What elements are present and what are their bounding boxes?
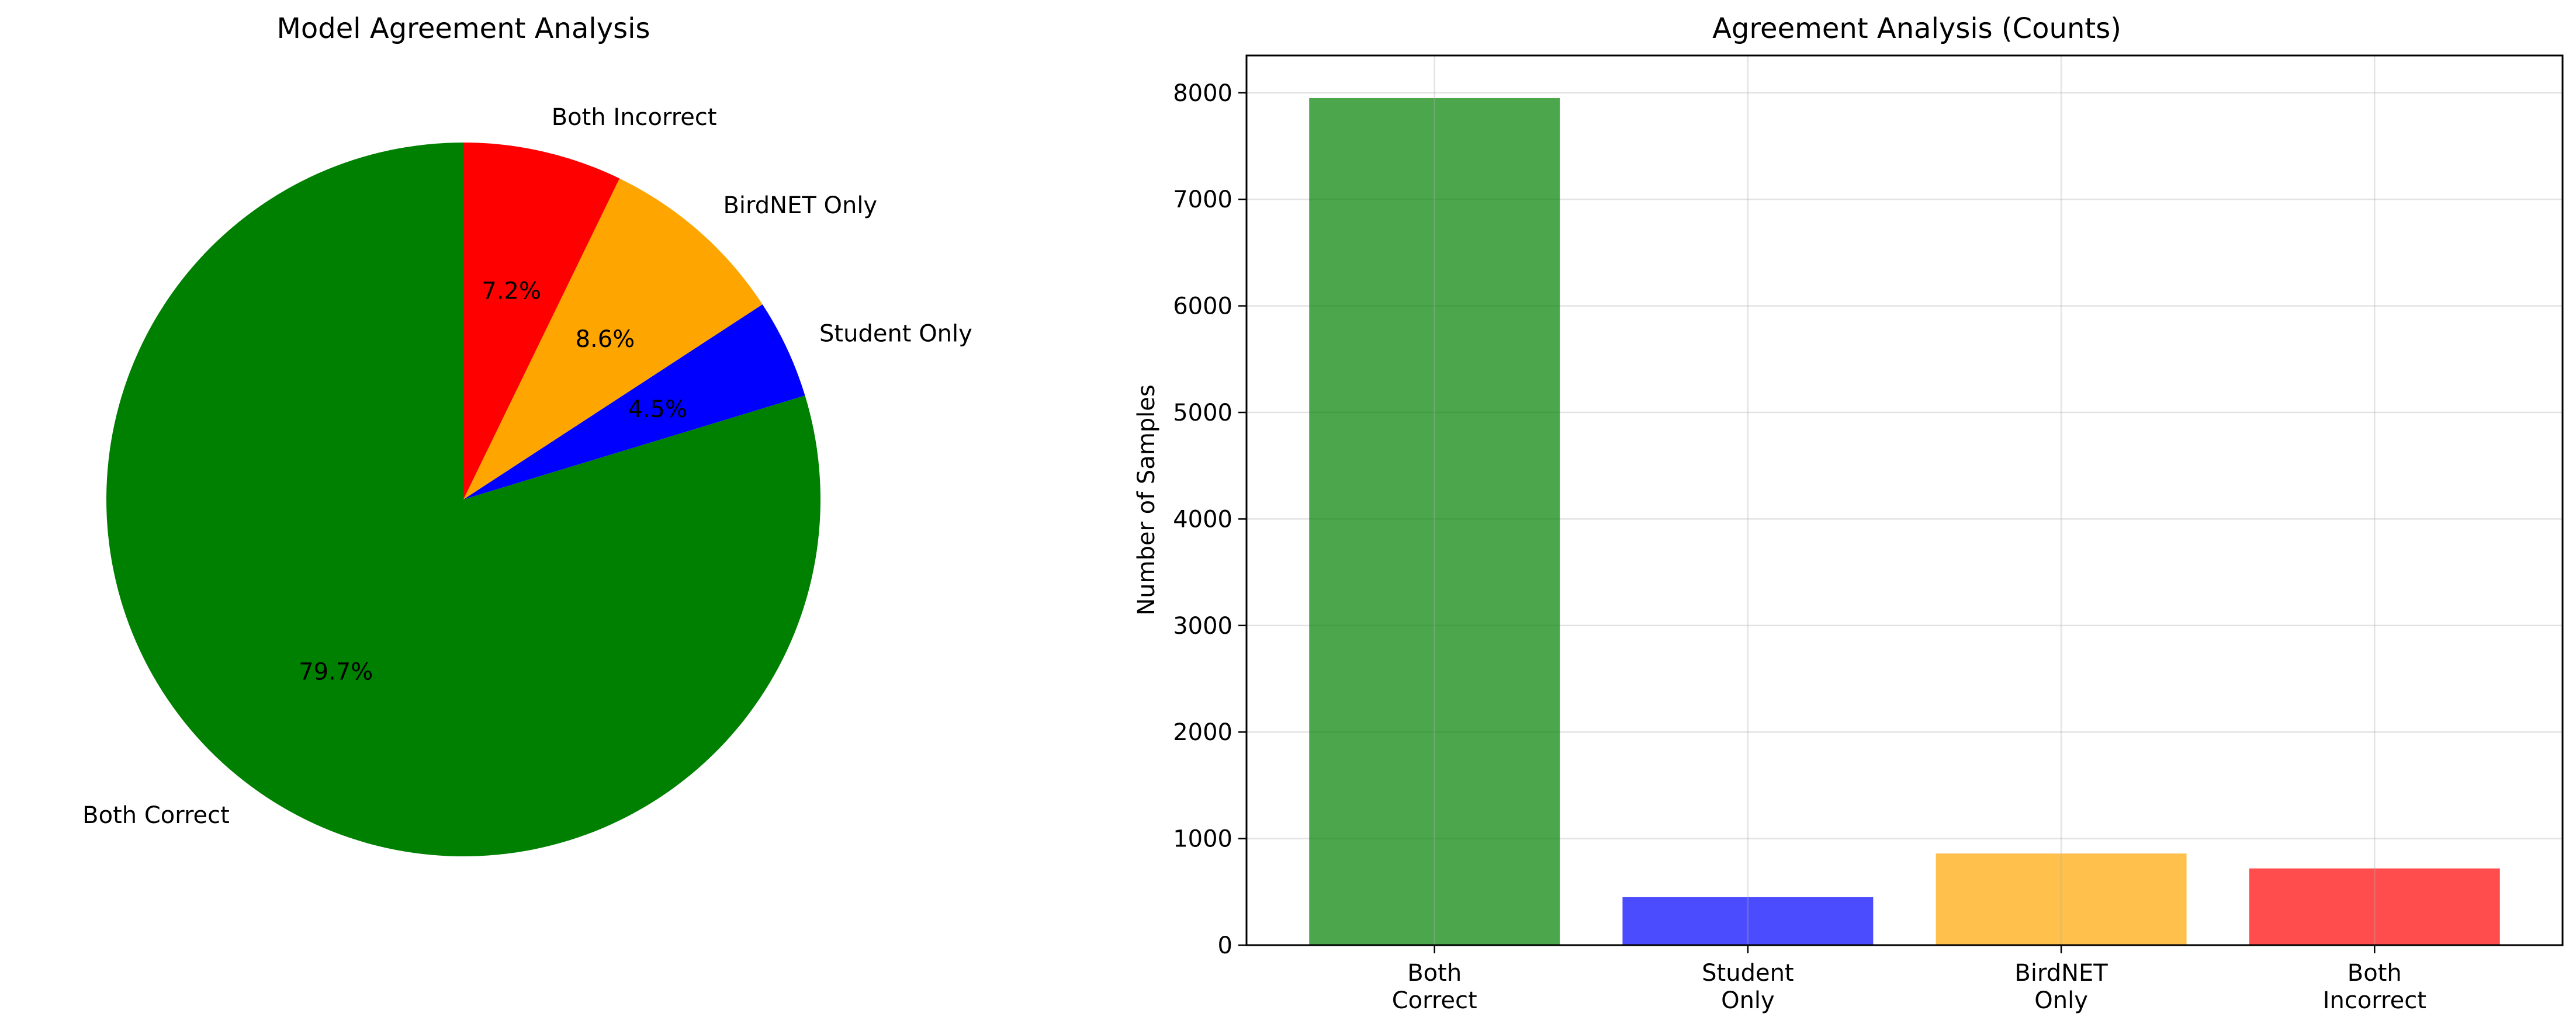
x-tick-label-both-correct: Both Correct	[1392, 960, 1477, 1014]
y-tick-label: 6000	[1173, 293, 1232, 320]
y-tick-label: 5000	[1173, 400, 1232, 426]
pie-pct-both-correct: 79.7%	[299, 659, 373, 686]
pie-chart-title: Model Agreement Analysis	[277, 12, 650, 45]
pie-pct-student-only: 4.5%	[628, 396, 687, 423]
y-tick-label: 0	[1218, 932, 1232, 959]
bar-x-grid	[1434, 55, 2376, 945]
plot-frame	[1245, 54, 2564, 946]
bar-chart: Agreement Analysis (Counts) 0 1000 2000 300…	[1133, 12, 2564, 1014]
bar-chart-title: Agreement Analysis (Counts)	[1712, 12, 2121, 45]
pie-slice-birdnet-only	[463, 178, 763, 499]
bar-birdnet-only	[1936, 853, 2187, 945]
pie-label-both-correct: Both Correct	[82, 802, 230, 829]
bar-bars	[1309, 98, 2500, 945]
pie-slice-student-only	[463, 304, 805, 499]
pie-label-student-only: Student Only	[819, 321, 972, 348]
x-tick-label-student-only: Student Only	[1702, 960, 1793, 1014]
pie-pct-birdnet-only: 8.6%	[576, 326, 635, 353]
y-tick-label: 4000	[1173, 506, 1232, 533]
y-tick-label: 3000	[1173, 613, 1232, 640]
pie-label-birdnet-only: BirdNET Only	[723, 192, 877, 219]
y-axis-ticks: 0 1000 2000 3000 4000 5000 6000 7000 8000	[1173, 80, 1247, 959]
x-tick-label-both-incorrect: Both Incorrect	[2323, 960, 2426, 1014]
pie-labels: Both Correct 79.7% Student Only 4.5% BirdNET…	[82, 104, 972, 829]
x-axis-ticks: Both Correct Student Only BirdNET Only Both Inc…	[1392, 945, 2426, 1014]
y-tick-label: 1000	[1173, 826, 1232, 853]
bar-both-incorrect	[2249, 868, 2500, 945]
pie-slices	[106, 143, 820, 856]
pie-slice-both-incorrect	[463, 143, 620, 499]
y-tick-label: 7000	[1173, 186, 1232, 213]
pie-chart: Model Agreement Analysis Both Correct 79.…	[82, 12, 972, 856]
x-tick-label-birdnet-only: BirdNET Only	[2014, 960, 2108, 1014]
pie-label-both-incorrect: Both Incorrect	[552, 104, 717, 131]
bar-student-only	[1622, 897, 1874, 945]
y-axis-label: Number of Samples	[1133, 384, 1160, 616]
y-tick-label: 8000	[1173, 80, 1232, 107]
pie-pct-both-incorrect: 7.2%	[482, 278, 541, 305]
bar-both-correct	[1309, 98, 1560, 945]
y-tick-label: 2000	[1173, 719, 1232, 746]
